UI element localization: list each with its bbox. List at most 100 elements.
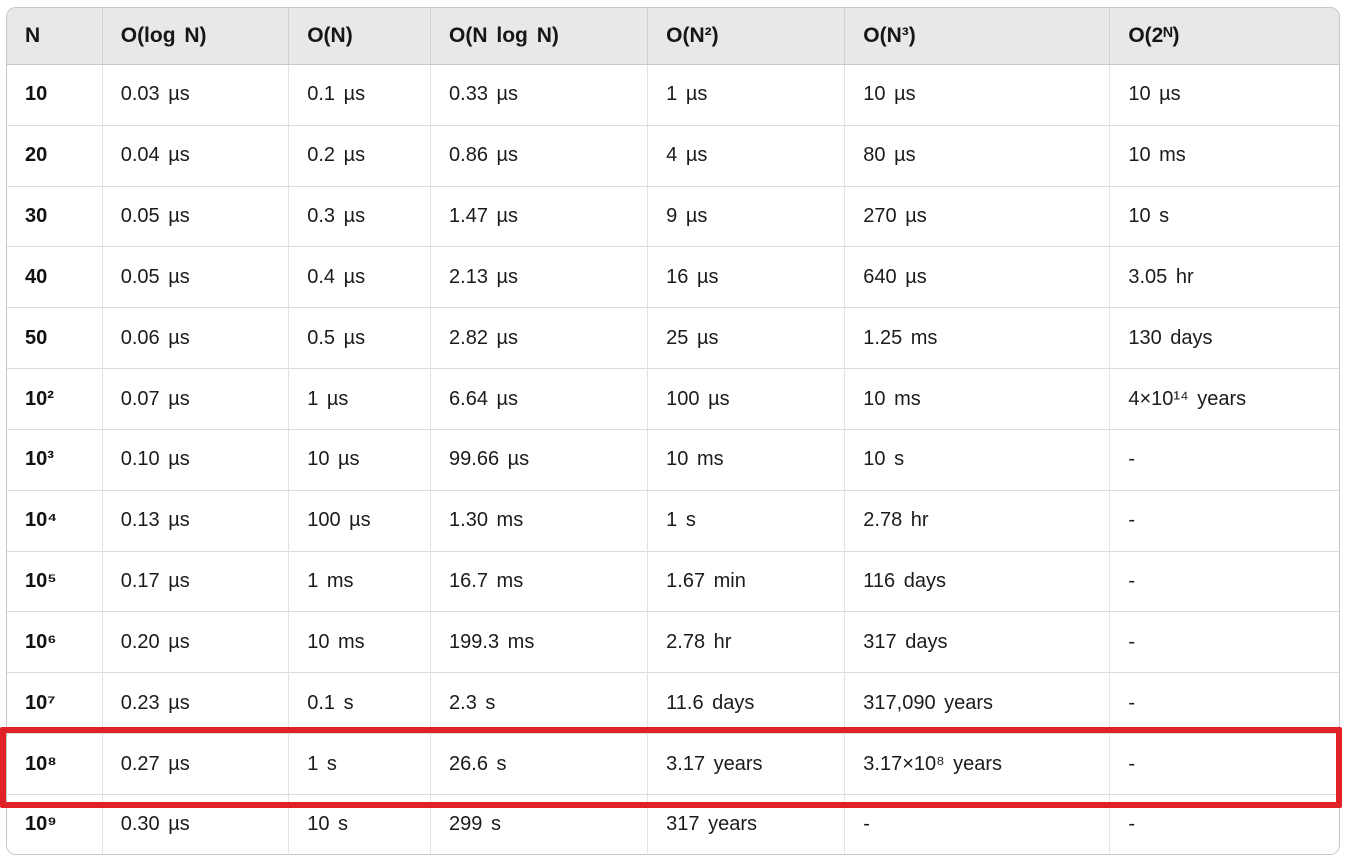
cell-value: 1 s <box>647 489 846 552</box>
cell-value: 25 µs <box>647 307 846 369</box>
column-header-n-log-n: O(N log N) <box>430 8 649 65</box>
cell-value: 10 ms <box>844 368 1111 430</box>
cell-value: 10 s <box>1109 185 1339 247</box>
cell-value: 0.20 µs <box>102 611 290 673</box>
cell-value: 3.05 hr <box>1109 246 1339 308</box>
cell-value: 0.05 µs <box>102 246 290 308</box>
column-header-n-cubed: O(N³) <box>844 8 1111 65</box>
cell-value: 10 µs <box>288 428 432 491</box>
cell-value: 80 µs <box>844 124 1111 187</box>
cell-value: 10 ms <box>1109 124 1339 187</box>
column-header-log-n: O(log N) <box>102 8 290 65</box>
row-label-n: 40 <box>7 246 103 308</box>
column-header-2-pow-n: O(2ᴺ) <box>1109 8 1339 65</box>
cell-value: 0.05 µs <box>102 185 290 247</box>
cell-value: 4 µs <box>647 124 846 187</box>
cell-value: 1.25 ms <box>844 307 1111 369</box>
cell-value: 0.4 µs <box>288 246 432 308</box>
cell-value: 0.3 µs <box>288 185 432 247</box>
cell-value: 199.3 ms <box>430 611 649 673</box>
table-row: 10³ 0.10 µs 10 µs 99.66 µs 10 ms 10 s- <box>7 428 1339 491</box>
cell-value: 10 ms <box>288 611 432 673</box>
cell-value: 2.82 µs <box>430 307 649 369</box>
cell-value: - <box>1109 428 1339 491</box>
column-header-n: N <box>7 8 103 65</box>
cell-value: 1 s <box>288 733 432 795</box>
cell-value: - <box>844 793 1111 854</box>
cell-value: 100 µs <box>647 368 846 430</box>
cell-value: 640 µs <box>844 246 1111 308</box>
cell-value: - <box>1109 733 1339 795</box>
cell-value: 0.10 µs <box>102 428 290 491</box>
table-row: 10 0.03 µs 0.1 µs 0.33 µs 1 µs 10 µs 10 µs <box>7 64 1339 126</box>
cell-value: 2.13 µs <box>430 246 649 308</box>
cell-value: - <box>1109 611 1339 673</box>
cell-value: 317 days <box>844 611 1111 673</box>
cell-value: 299 s <box>430 793 649 854</box>
row-label-n: 10⁸ <box>7 733 103 795</box>
cell-value: 116 days <box>844 550 1111 612</box>
table-row: 10⁶ 0.20 µs 10 ms 199.3 ms 2.78 hr 317 days - <box>7 611 1339 673</box>
row-label-n: 20 <box>7 124 103 187</box>
cell-value: 99.66 µs <box>430 428 649 491</box>
cell-value: 26.6 s <box>430 733 649 795</box>
cell-value: 1 µs <box>647 64 846 126</box>
row-label-n: 10⁷ <box>7 672 103 734</box>
cell-value: 0.5 µs <box>288 307 432 369</box>
cell-value: - <box>1109 793 1339 854</box>
table-row: 10⁴ 0.13 µs 100 µs 1.30 ms 1 s 2.78 hr - <box>7 489 1339 552</box>
row-label-n: 10⁶ <box>7 611 103 673</box>
cell-value: 1 ms <box>288 550 432 612</box>
cell-value: 317 years <box>647 793 846 854</box>
cell-value: 10 s <box>844 428 1111 491</box>
cell-value: 0.86 µs <box>430 124 649 187</box>
cell-value: 0.33 µs <box>430 64 649 126</box>
cell-value: 9 µs <box>647 185 846 247</box>
row-label-n: 10⁹ <box>7 793 103 854</box>
table-body: 10 0.03 µs 0.1 µs 0.33 µs 1 µs 10 µs 10 µs 20 0.… <box>7 64 1339 854</box>
cell-value: 2.3 s <box>430 672 649 734</box>
table-row: 10⁹ 0.30 µs 10 s 299 s 317 years - - <box>7 793 1339 854</box>
header-row: N O(log N) O(N) O(N log N) O(N²) O(N³) O(2ᴺ) <box>7 8 1339 65</box>
cell-value: 3.17×10⁸ years <box>844 733 1111 795</box>
cell-value: 0.17 µs <box>102 550 290 612</box>
column-header-n-squared: O(N²) <box>647 8 846 65</box>
cell-value: 1 µs <box>288 368 432 430</box>
cell-value: 1.67 min <box>647 550 846 612</box>
row-label-n: 10⁵ <box>7 550 103 612</box>
row-label-n: 10³ <box>7 428 103 491</box>
table-row: 50 0.06 µs 0.5 µs 2.82 µs 25 µs 1.25 ms 130 da… <box>7 307 1339 369</box>
cell-value: 0.1 µs <box>288 64 432 126</box>
table-row: 10⁸ 0.27 µs 1 s 26.6 s 3.17 years 3.17×10⁸ ye… <box>7 733 1339 795</box>
cell-value: 270 µs <box>844 185 1111 247</box>
cell-value: 0.06 µs <box>102 307 290 369</box>
cell-value: 10 µs <box>1109 64 1339 126</box>
cell-value: 11.6 days <box>647 672 846 734</box>
complexity-table: N O(log N) O(N) O(N log N) O(N²) O(N³) O(2ᴺ) 1… <box>7 8 1339 854</box>
cell-value: 6.64 µs <box>430 368 649 430</box>
complexity-table-card: N O(log N) O(N) O(N log N) O(N²) O(N³) O(2ᴺ) 1… <box>6 7 1340 855</box>
cell-value: 2.78 hr <box>844 489 1111 552</box>
row-label-n: 50 <box>7 307 103 369</box>
cell-value: 0.30 µs <box>102 793 290 854</box>
cell-value: 130 days <box>1109 307 1339 369</box>
table-row: 10⁷ 0.23 µs 0.1 s 2.3 s 11.6 days 317,090 yea… <box>7 672 1339 734</box>
cell-value: 1.47 µs <box>430 185 649 247</box>
cell-value: 16 µs <box>647 246 846 308</box>
row-label-n: 30 <box>7 185 103 247</box>
row-label-n: 10² <box>7 368 103 430</box>
column-header-n-linear: O(N) <box>288 8 432 65</box>
row-label-n: 10 <box>7 64 103 126</box>
cell-value: 3.17 years <box>647 733 846 795</box>
cell-value: 16.7 ms <box>430 550 649 612</box>
cell-value: 0.07 µs <box>102 368 290 430</box>
cell-value: 0.23 µs <box>102 672 290 734</box>
cell-value: 0.03 µs <box>102 64 290 126</box>
table-header: N O(log N) O(N) O(N log N) O(N²) O(N³) O(2ᴺ) <box>7 8 1339 65</box>
table-row: 10² 0.07 µs 1 µs 6.64 µs 100 µs 10 ms 4×10¹⁴ y… <box>7 368 1339 430</box>
table-row: 30 0.05 µs 0.3 µs 1.47 µs 9 µs 270 µs 10 s <box>7 185 1339 247</box>
cell-value: 4×10¹⁴ years <box>1109 368 1339 430</box>
cell-value: 317,090 years <box>844 672 1111 734</box>
cell-value: - <box>1109 672 1339 734</box>
